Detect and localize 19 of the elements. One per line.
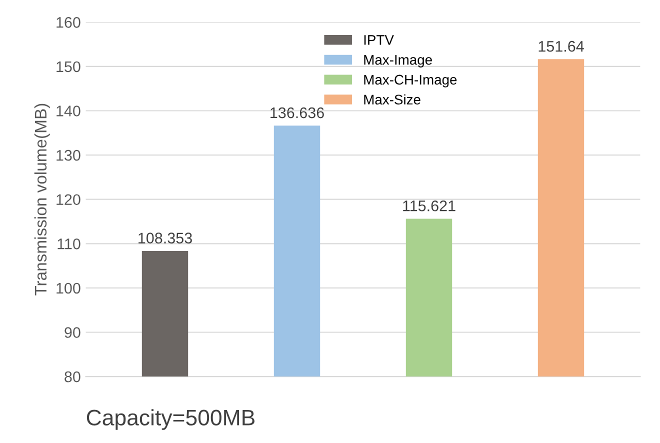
y-tick-label: 110 xyxy=(58,238,80,250)
y-tick-label: 160 xyxy=(56,17,80,28)
y-axis-title: Transmission volume(MB) xyxy=(34,104,50,296)
y-tick-label: 150 xyxy=(56,61,80,72)
y-tick-label: 140 xyxy=(56,106,80,116)
data-label: 151.64 xyxy=(538,40,584,52)
y-tick-label: 100 xyxy=(56,282,80,294)
y-tick-label: 80 xyxy=(64,371,80,382)
y-tick-label: 120 xyxy=(56,194,80,206)
legend-label: IPTV xyxy=(364,35,394,45)
y-tick-label: 90 xyxy=(64,327,80,338)
data-label: 115.621 xyxy=(403,200,456,212)
legend-label: Max-Image xyxy=(364,55,432,68)
legend-label: Max-CH-Image xyxy=(364,74,457,88)
text: Capacity=500MB xyxy=(86,409,254,430)
data-label: 108.353 xyxy=(138,232,192,244)
data-label: 136.636 xyxy=(270,107,324,118)
y-tick-label: 130 xyxy=(56,150,80,161)
legend-label: Max-Size xyxy=(364,94,420,105)
